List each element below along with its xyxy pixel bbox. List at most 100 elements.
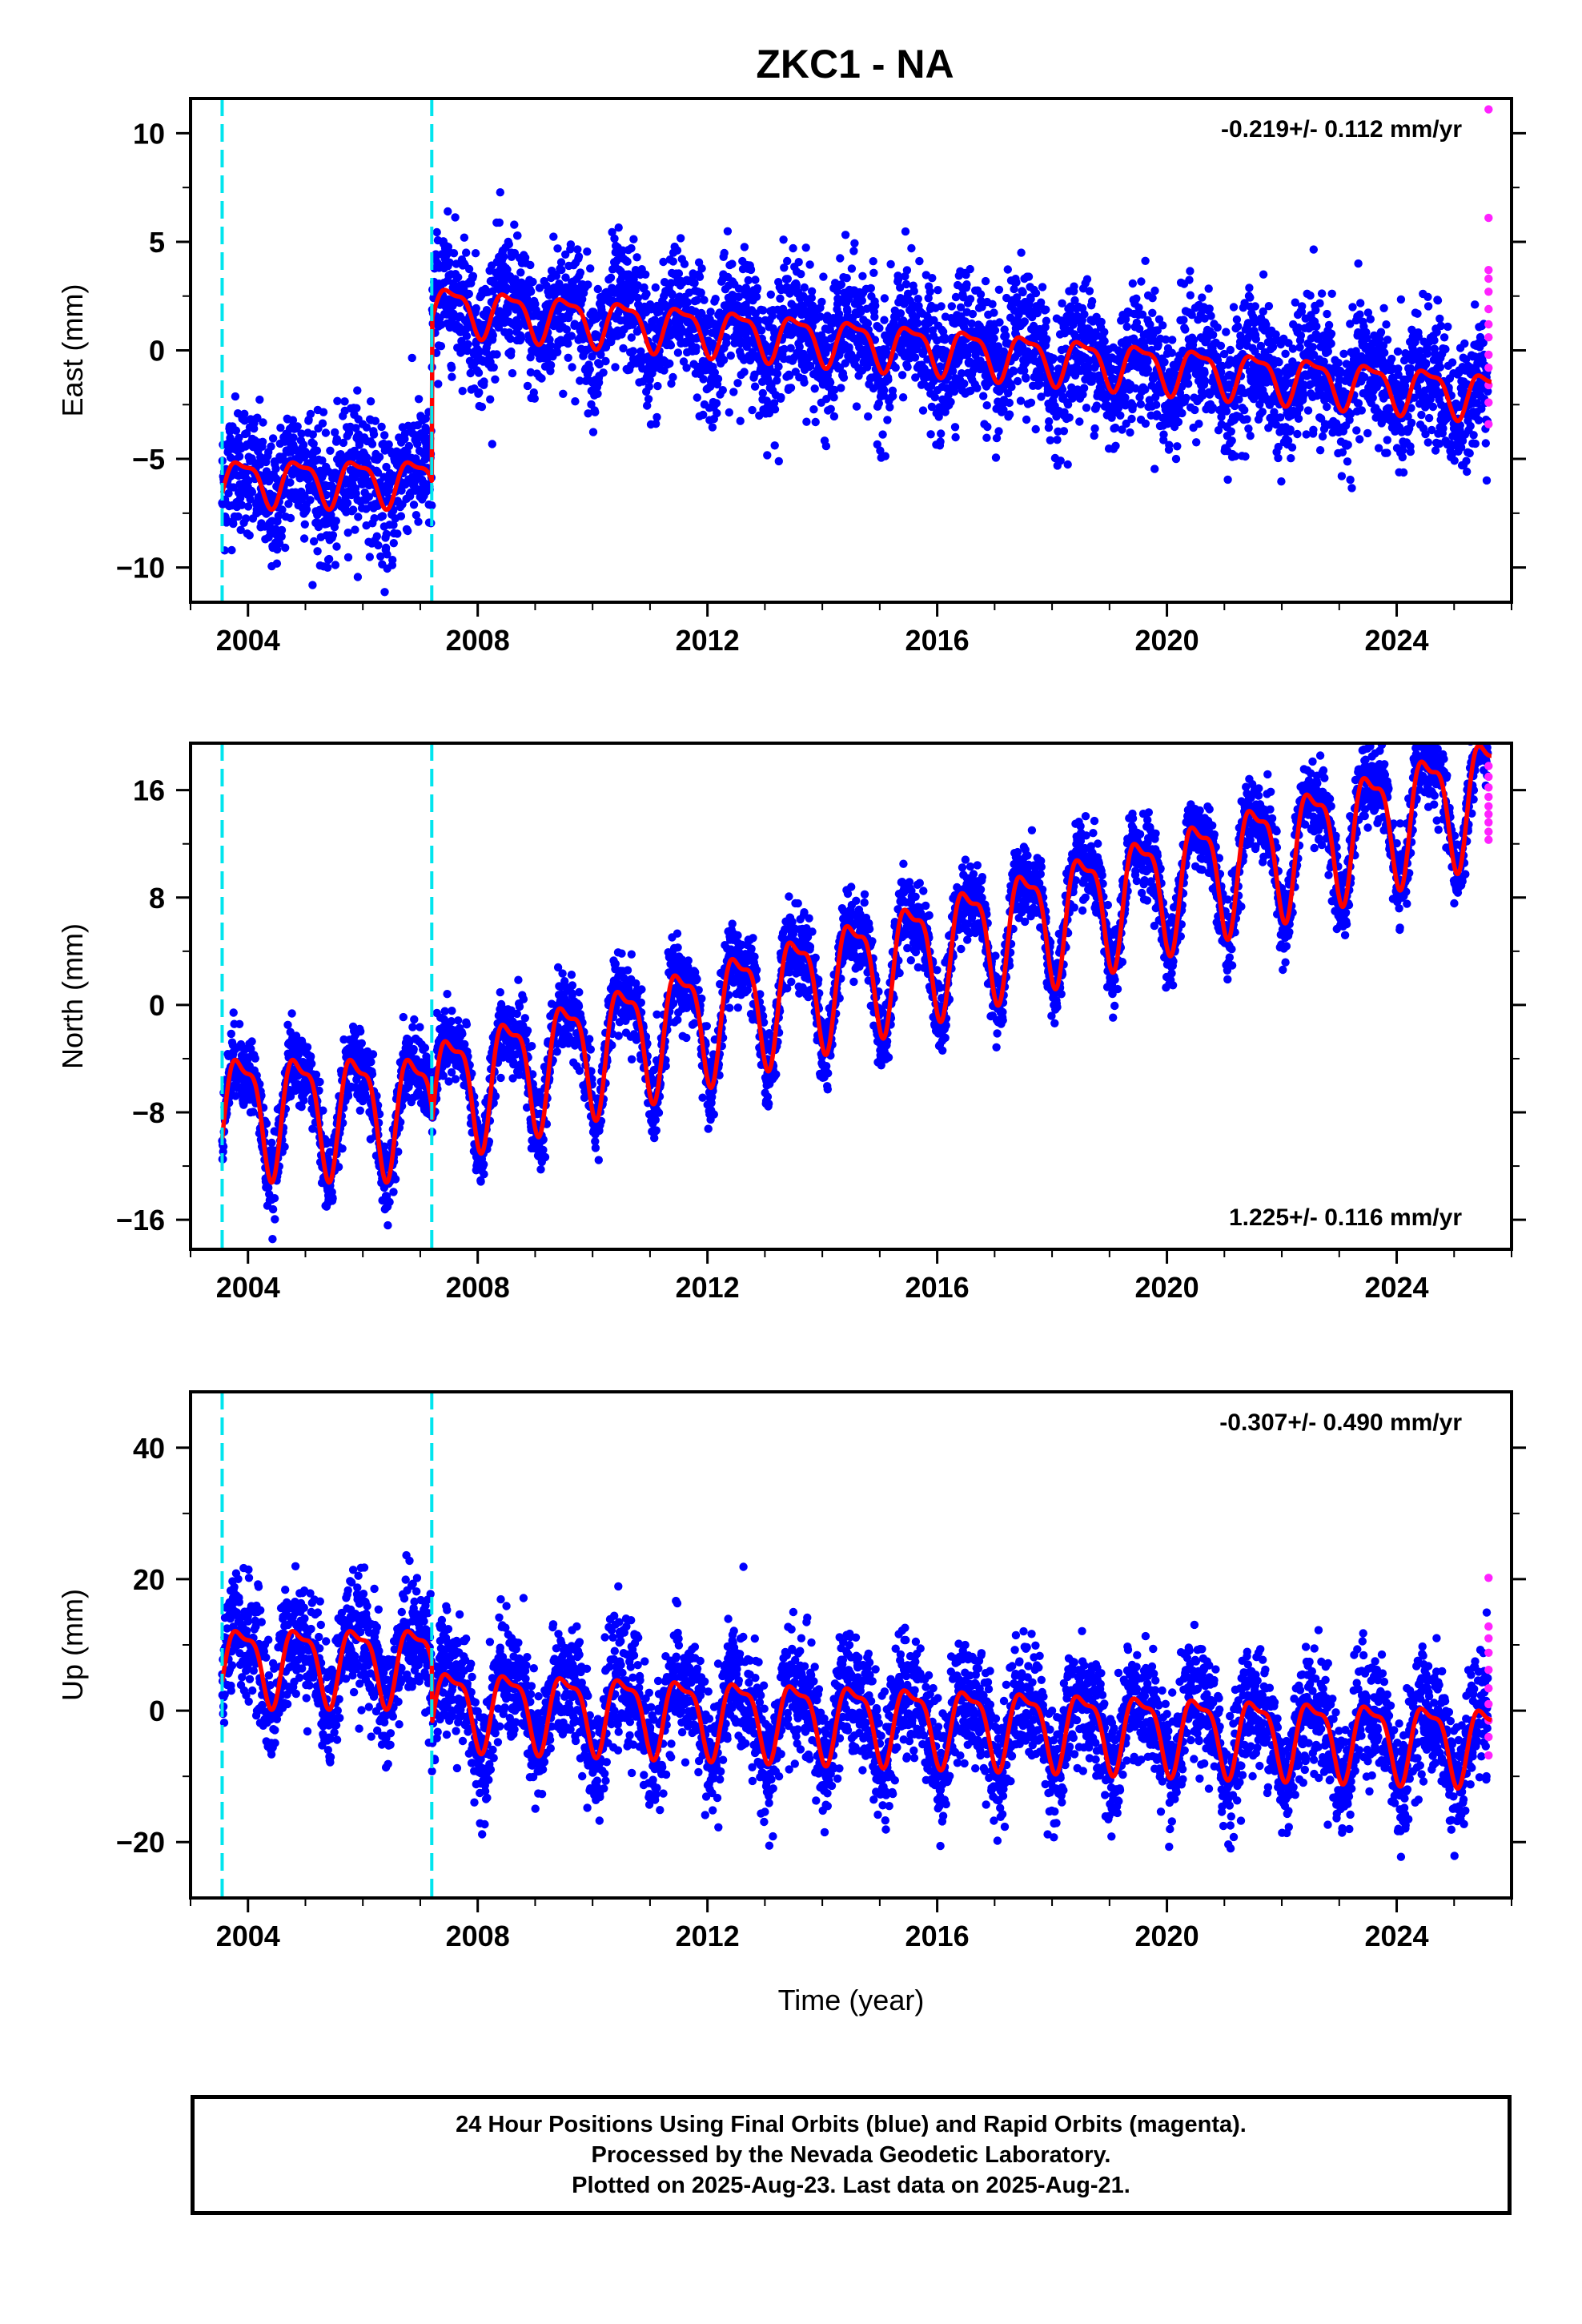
data-point [1044, 423, 1054, 432]
y-axis-label-east: East (mm) [56, 284, 89, 417]
data-point [510, 220, 519, 229]
data-point [1100, 336, 1109, 346]
data-point [449, 249, 459, 258]
data-point [258, 437, 267, 446]
data-point [633, 293, 643, 303]
data-point [1082, 275, 1092, 283]
data-point [389, 521, 398, 529]
data-point [1078, 390, 1087, 399]
data-point [968, 309, 978, 319]
data-point [354, 513, 363, 521]
data-point [1152, 400, 1161, 409]
data-point [1259, 270, 1268, 279]
data-point [800, 283, 809, 292]
data-point [1327, 289, 1336, 298]
data-point [272, 559, 282, 568]
data-point [434, 380, 443, 388]
final-orbit-points-north [218, 743, 1492, 1244]
data-point [1423, 302, 1433, 311]
rapid-point [1484, 350, 1493, 360]
data-point [611, 363, 620, 372]
data-point [573, 245, 582, 254]
data-point [312, 446, 322, 455]
data-point [850, 239, 859, 247]
data-point [243, 502, 253, 511]
data-point [568, 363, 576, 372]
data-point [966, 295, 975, 304]
data-point [644, 395, 653, 404]
data-point [546, 360, 556, 370]
data-point [463, 346, 472, 356]
data-point [901, 227, 910, 236]
data-point [1433, 296, 1443, 305]
data-point [1396, 295, 1406, 304]
data-point [692, 343, 701, 352]
data-point [570, 320, 579, 328]
data-point [464, 264, 474, 274]
data-point [774, 362, 783, 371]
data-point [229, 1008, 238, 1017]
data-point [306, 409, 315, 419]
data-point [852, 402, 861, 411]
data-point [1327, 339, 1335, 348]
data-point [363, 453, 371, 462]
data-point [300, 491, 309, 500]
data-point [1308, 343, 1318, 352]
data-point [571, 397, 580, 406]
data-point [773, 369, 782, 378]
data-point [829, 393, 838, 402]
data-point [1054, 427, 1062, 436]
rapid-point [1484, 398, 1493, 407]
data-point [693, 296, 701, 305]
data-point [496, 188, 504, 197]
data-point [235, 433, 243, 442]
data-point [472, 304, 480, 313]
data-point [666, 341, 676, 350]
data-point [1100, 328, 1109, 336]
data-point [351, 424, 360, 432]
data-point [1137, 277, 1146, 286]
data-point [936, 437, 945, 446]
data-point [792, 280, 801, 289]
data-point [880, 294, 889, 303]
y-tick-label: 5 [149, 226, 165, 259]
data-point [924, 294, 933, 303]
data-point [1205, 304, 1214, 313]
data-point [701, 328, 709, 336]
data-point [1195, 420, 1203, 428]
data-point [734, 284, 744, 293]
data-point [488, 331, 497, 340]
rapid-point [1484, 320, 1493, 329]
data-point [697, 264, 706, 273]
data-point [561, 250, 570, 259]
data-point [885, 403, 894, 412]
data-point [712, 399, 721, 408]
data-point [1181, 325, 1190, 334]
data-point [593, 284, 602, 294]
data-point [934, 286, 942, 295]
data-point [414, 395, 424, 404]
data-point [841, 231, 850, 239]
data-point [819, 272, 828, 281]
data-point [458, 387, 467, 396]
data-point [593, 389, 602, 398]
data-point [875, 324, 884, 332]
data-point [1303, 406, 1313, 415]
data-point [1085, 287, 1094, 296]
data-point [516, 268, 525, 277]
data-point [1323, 309, 1331, 319]
data-point [728, 259, 737, 268]
data-point [723, 227, 733, 235]
data-point [640, 283, 648, 292]
data-point [1045, 417, 1054, 426]
data-point [901, 279, 911, 289]
data-point [1406, 447, 1415, 456]
data-point [893, 275, 903, 284]
rapid-point [1484, 266, 1493, 275]
data-point [940, 336, 950, 344]
data-point [839, 373, 849, 382]
data-point [1315, 299, 1324, 308]
data-point [680, 259, 689, 268]
data-point [362, 423, 371, 432]
